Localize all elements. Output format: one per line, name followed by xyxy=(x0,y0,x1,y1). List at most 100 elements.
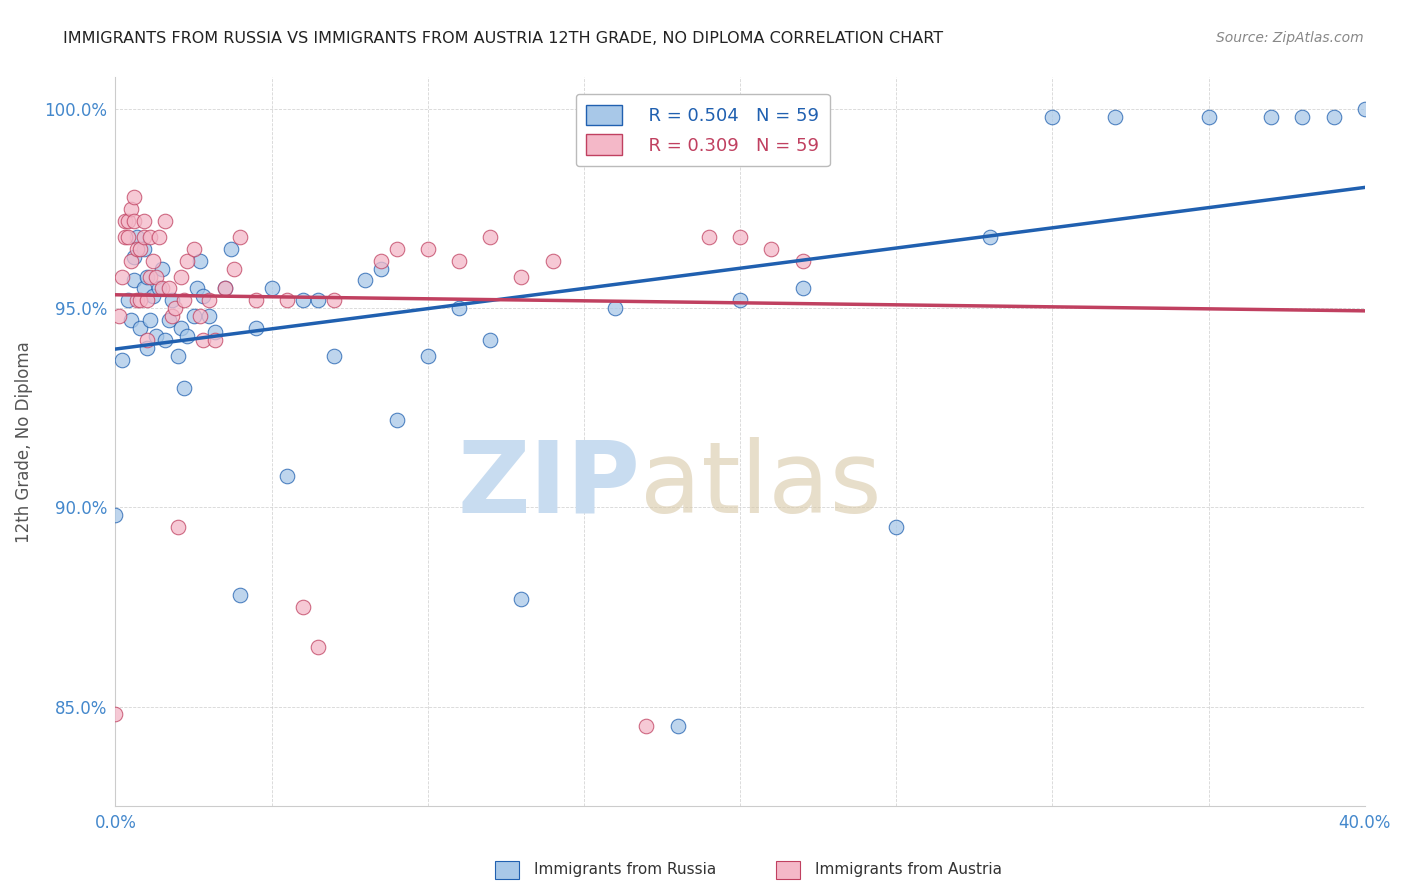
Point xyxy=(761,242,783,256)
Point xyxy=(308,640,330,654)
Point xyxy=(188,253,211,268)
Point xyxy=(104,508,127,523)
Point xyxy=(276,468,298,483)
Point xyxy=(510,592,533,607)
Point xyxy=(135,269,157,284)
Point xyxy=(219,242,242,256)
Point xyxy=(245,321,267,335)
Point xyxy=(155,214,177,228)
Point xyxy=(157,313,180,327)
Point xyxy=(135,293,157,308)
Point xyxy=(114,214,136,228)
Point xyxy=(107,310,129,324)
Point xyxy=(605,301,627,316)
Point xyxy=(122,214,145,228)
Point xyxy=(697,229,720,244)
Point xyxy=(354,273,377,287)
Point xyxy=(291,293,314,308)
Point xyxy=(117,229,139,244)
Point xyxy=(1354,103,1376,117)
Point xyxy=(979,229,1001,244)
Point xyxy=(447,253,470,268)
Point xyxy=(214,281,236,295)
Point xyxy=(541,253,564,268)
Point xyxy=(204,325,226,339)
Point xyxy=(132,229,155,244)
Point xyxy=(132,242,155,256)
Point xyxy=(636,719,658,733)
Point xyxy=(636,122,658,136)
Point xyxy=(728,293,751,308)
Point xyxy=(416,242,439,256)
Text: IMMIGRANTS FROM RUSSIA VS IMMIGRANTS FROM AUSTRIA 12TH GRADE, NO DIPLOMA CORRELA: IMMIGRANTS FROM RUSSIA VS IMMIGRANTS FRO… xyxy=(63,31,943,46)
Point xyxy=(170,321,193,335)
Point xyxy=(447,301,470,316)
Point xyxy=(183,242,205,256)
Text: Source: ZipAtlas.com: Source: ZipAtlas.com xyxy=(1216,31,1364,45)
Point xyxy=(117,214,139,228)
Point xyxy=(150,261,173,276)
Point xyxy=(142,289,165,303)
Point xyxy=(155,333,177,347)
Point xyxy=(1260,110,1282,124)
Point xyxy=(135,333,157,347)
Point xyxy=(308,293,330,308)
Point xyxy=(129,321,152,335)
Point xyxy=(114,229,136,244)
Point xyxy=(167,349,190,363)
Point xyxy=(1104,110,1126,124)
Point xyxy=(666,719,689,733)
Point xyxy=(157,281,180,295)
Point xyxy=(291,599,314,614)
Point xyxy=(111,353,134,368)
Point xyxy=(120,253,142,268)
Point xyxy=(163,301,186,316)
Point xyxy=(479,333,502,347)
Point xyxy=(792,253,814,268)
Point xyxy=(129,242,152,256)
Point xyxy=(188,310,211,324)
Point xyxy=(1042,110,1064,124)
Point xyxy=(135,341,157,355)
Point xyxy=(260,281,283,295)
Point xyxy=(132,214,155,228)
Point xyxy=(127,229,149,244)
Point xyxy=(323,293,346,308)
Point xyxy=(229,229,252,244)
Point xyxy=(122,250,145,264)
Point xyxy=(111,269,134,284)
Point xyxy=(145,269,167,284)
Point xyxy=(139,313,162,327)
Point xyxy=(173,381,195,395)
Point xyxy=(323,349,346,363)
Point xyxy=(1291,110,1313,124)
Point xyxy=(145,329,167,343)
Text: Immigrants from Austria: Immigrants from Austria xyxy=(815,863,1002,877)
Point xyxy=(160,310,183,324)
Point xyxy=(191,333,214,347)
Point xyxy=(370,253,392,268)
Point xyxy=(229,588,252,602)
Y-axis label: 12th Grade, No Diploma: 12th Grade, No Diploma xyxy=(15,341,32,542)
Point xyxy=(129,293,152,308)
Point xyxy=(884,520,907,534)
Point xyxy=(173,293,195,308)
Text: atlas: atlas xyxy=(640,437,882,534)
Point xyxy=(167,520,190,534)
Point xyxy=(120,313,142,327)
Point xyxy=(160,293,183,308)
Point xyxy=(127,242,149,256)
Point xyxy=(385,413,408,427)
Point xyxy=(122,273,145,287)
Point xyxy=(385,242,408,256)
Point xyxy=(204,333,226,347)
Point xyxy=(224,261,246,276)
Point xyxy=(276,293,298,308)
Point xyxy=(245,293,267,308)
Legend:   R = 0.504   N = 59,   R = 0.309   N = 59: R = 0.504 N = 59, R = 0.309 N = 59 xyxy=(575,94,830,166)
Point xyxy=(132,281,155,295)
Text: ZIP: ZIP xyxy=(457,437,640,534)
Point xyxy=(416,349,439,363)
Point xyxy=(150,281,173,295)
Point xyxy=(1322,110,1344,124)
